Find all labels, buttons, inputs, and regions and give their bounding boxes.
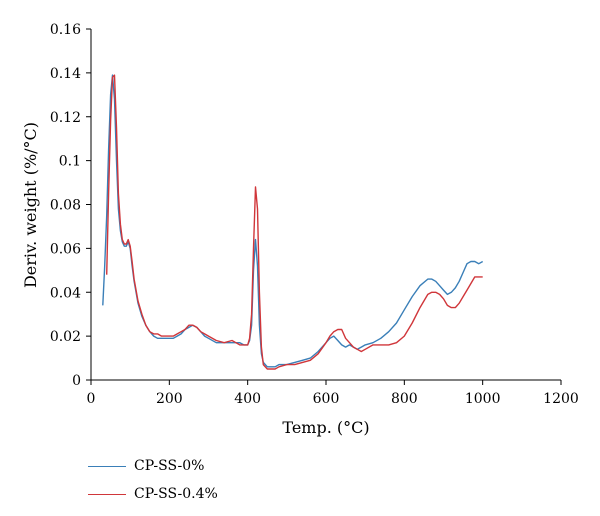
y-tick-label-2: 0.04 [50,285,81,301]
x-tick-label-1: 200 [156,391,183,407]
chart-legend: CP-SS-0% CP-SS-0.4% [88,452,218,508]
legend-swatch-0 [88,465,126,467]
y-tick-label-4: 0.08 [50,198,81,214]
legend-item-1: CP-SS-0.4% [88,480,218,508]
y-axis-title: Deriv. weight (%/°C) [21,122,40,288]
x-axis-ticks: 0 200 400 600 800 1000 1200 [87,380,579,407]
legend-label-0: CP-SS-0% [134,458,205,474]
legend-item-0: CP-SS-0% [88,452,218,480]
series-line-1 [106,74,483,370]
y-tick-label-7: 0.14 [50,66,81,82]
x-tick-label-4: 800 [391,391,418,407]
x-tick-label-5: 1000 [465,391,501,407]
y-axis-ticks: 0 0.02 0.04 0.06 0.08 0.1 0.12 0.14 0.16 [50,22,91,389]
y-tick-label-6: 0.12 [50,110,81,126]
y-tick-label-3: 0.06 [50,241,81,257]
y-tick-label-5: 0.1 [59,154,81,170]
series-line-0 [102,74,484,368]
x-tick-label-2: 400 [234,391,261,407]
y-tick-label-0: 0 [72,373,81,389]
y-tick-label-1: 0.02 [50,329,81,345]
x-tick-label-3: 600 [313,391,340,407]
series-layer [102,74,484,370]
x-tick-label-0: 0 [87,391,96,407]
axes-layer: 0 200 400 600 800 1000 1200 00.020.040.060.080… [50,22,579,407]
y-tick-label-8: 0.16 [50,22,81,38]
legend-swatch-1 [88,493,126,495]
legend-label-1: CP-SS-0.4% [134,486,218,502]
x-axis-title: Temp. (°C) [282,418,369,437]
x-tick-label-6: 1200 [543,391,579,407]
